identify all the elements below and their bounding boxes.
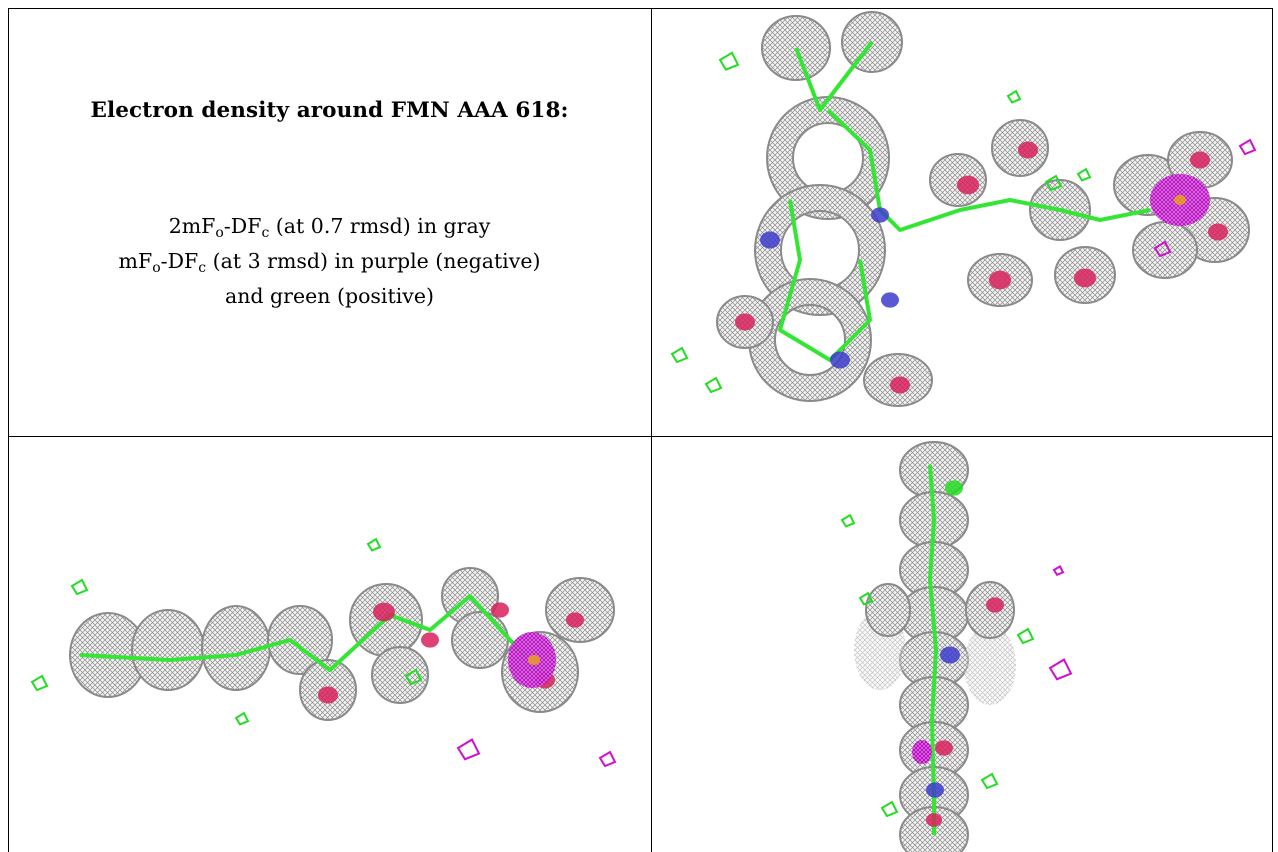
density-blob bbox=[865, 583, 911, 637]
oxygen-atom bbox=[1208, 223, 1228, 241]
isoalloxazine-ring-2-outer bbox=[754, 184, 886, 316]
positive-density-speck bbox=[704, 376, 723, 394]
positive-density-speck bbox=[1076, 167, 1092, 182]
bond-path bbox=[778, 199, 872, 362]
table-border-middle bbox=[651, 8, 652, 852]
oxygen-atom bbox=[318, 686, 338, 704]
table-border-top bbox=[8, 8, 1273, 9]
oxygen-atom bbox=[935, 740, 953, 756]
density-blob bbox=[545, 577, 615, 643]
legend-line-fo-fc: mFo-DFc (at 3 rmsd) in purple (negative) bbox=[118, 249, 541, 276]
oxygen-atom bbox=[373, 602, 395, 622]
isoalloxazine-ring-3-inner bbox=[774, 304, 846, 376]
view-top-right bbox=[670, 11, 1257, 407]
negative-density-speck bbox=[1048, 658, 1073, 681]
nitrogen-atom bbox=[926, 782, 944, 798]
bond-path bbox=[826, 108, 1151, 232]
green-atom bbox=[945, 480, 963, 496]
positive-density-speck bbox=[718, 51, 740, 71]
negative-density-speck bbox=[598, 750, 617, 768]
negative-density-speck bbox=[1052, 564, 1065, 577]
oxygen-atom bbox=[986, 597, 1004, 613]
density-blob bbox=[371, 646, 429, 704]
phosphorus-atom bbox=[1174, 194, 1186, 206]
oxygen-atom bbox=[989, 270, 1011, 290]
positive-density-speck bbox=[234, 711, 250, 726]
oxygen-atom bbox=[1074, 268, 1096, 288]
oxygen-atom bbox=[491, 602, 509, 618]
negative-density-speck bbox=[1153, 240, 1172, 258]
nitrogen-atom bbox=[871, 207, 889, 223]
bond-path bbox=[928, 464, 938, 835]
positive-density-speck bbox=[1006, 89, 1022, 104]
positive-density-speck bbox=[880, 800, 899, 818]
oxygen-atom bbox=[566, 612, 584, 628]
nitrogen-atom bbox=[830, 351, 850, 369]
oxygen-atom bbox=[926, 813, 942, 827]
oxygen-atom bbox=[421, 632, 439, 648]
positive-density-speck bbox=[840, 513, 856, 528]
positive-density-speck bbox=[1016, 627, 1035, 645]
positive-density-speck bbox=[670, 346, 689, 364]
table-border-right bbox=[1272, 8, 1273, 852]
view-bottom-right bbox=[840, 441, 1073, 852]
bond-path bbox=[79, 594, 542, 674]
legend-line-positive: and green (positive) bbox=[224, 284, 434, 308]
oxygen-atom bbox=[890, 376, 910, 394]
table-border-mid bbox=[8, 436, 1273, 437]
nitrogen-atom bbox=[881, 292, 899, 308]
density-blob bbox=[451, 611, 509, 669]
oxygen-atom bbox=[957, 175, 979, 195]
negative-density-blob bbox=[912, 740, 932, 764]
positive-density-speck bbox=[30, 674, 49, 692]
density-blob bbox=[929, 153, 987, 207]
nitrogen-atom bbox=[760, 231, 780, 249]
density-blob-faded bbox=[964, 625, 1016, 705]
oxygen-atom bbox=[735, 313, 755, 331]
bond-path bbox=[794, 40, 874, 112]
nitrogen-atom bbox=[940, 646, 960, 664]
caption-cell: Electron density around FMN AAA 618: 2mF… bbox=[8, 8, 651, 436]
positive-density-speck bbox=[404, 668, 423, 686]
legend-line-2fo-fc: 2mFo-DFc (at 0.7 rmsd) in gray bbox=[168, 214, 491, 241]
density-blob bbox=[131, 609, 205, 691]
negative-density-speck bbox=[1238, 138, 1257, 156]
positive-density-speck bbox=[70, 578, 89, 596]
phosphorus-atom bbox=[528, 654, 540, 666]
density-blob bbox=[267, 605, 333, 675]
figure-title: Electron density around FMN AAA 618: bbox=[90, 98, 569, 123]
view-bottom-left bbox=[30, 537, 617, 768]
positive-density-speck bbox=[366, 537, 382, 552]
oxygen-atom bbox=[1190, 151, 1210, 169]
density-blob bbox=[1132, 221, 1198, 279]
positive-density-speck bbox=[858, 591, 874, 606]
table-border-left bbox=[8, 8, 9, 852]
negative-density-speck bbox=[456, 738, 481, 761]
positive-density-speck bbox=[980, 772, 999, 790]
oxygen-atom bbox=[1018, 141, 1038, 159]
positive-density-speck bbox=[1044, 174, 1063, 192]
